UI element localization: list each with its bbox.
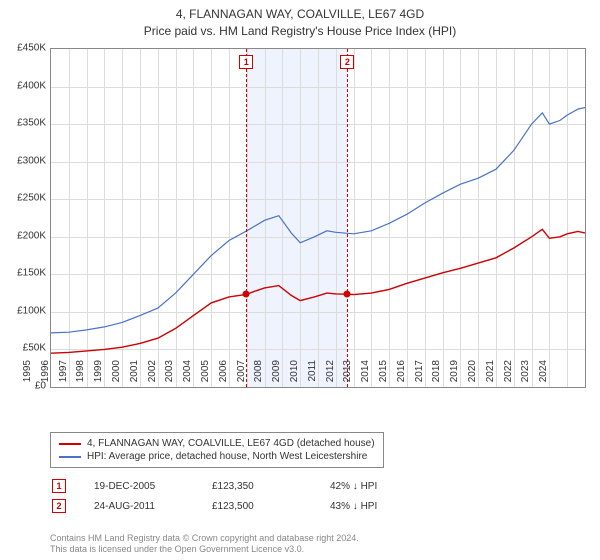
x-tick-label: 2018 (431, 360, 442, 392)
y-tick-label: £250K (2, 193, 46, 204)
series-line-hpi (51, 108, 585, 333)
legend-row: 4, FLANNAGAN WAY, COALVILLE, LE67 4GD (d… (59, 437, 375, 450)
plot: 12 (50, 48, 586, 388)
x-tick-label: 2017 (414, 360, 425, 392)
legend-swatch (59, 456, 81, 458)
sale-price: £123,350 (212, 481, 302, 492)
y-tick-label: £50K (2, 343, 46, 354)
x-tick-label: 2016 (396, 360, 407, 392)
x-tick-label: 2010 (289, 360, 300, 392)
sale-row: 2 24-AUG-2011 £123,500 43% ↓ HPI (50, 496, 586, 516)
y-tick-label: £300K (2, 155, 46, 166)
sale-vline (246, 49, 247, 387)
x-tick-label: 2008 (253, 360, 264, 392)
sale-date: 24-AUG-2011 (94, 501, 184, 512)
x-tick-label: 2001 (129, 360, 140, 392)
footer-line2: This data is licensed under the Open Gov… (50, 544, 359, 556)
x-tick-label: 2006 (218, 360, 229, 392)
legend-box: 4, FLANNAGAN WAY, COALVILLE, LE67 4GD (d… (50, 432, 384, 468)
x-tick-label: 2022 (503, 360, 514, 392)
sale-vline (347, 49, 348, 387)
legend-label: 4, FLANNAGAN WAY, COALVILLE, LE67 4GD (d… (87, 438, 375, 449)
sale-date: 19-DEC-2005 (94, 481, 184, 492)
x-tick-label: 2014 (360, 360, 371, 392)
footer: Contains HM Land Registry data © Crown c… (50, 533, 359, 556)
chart-area: 12 £0£50K£100K£150K£200K£250K£300K£350K£… (50, 48, 586, 388)
x-tick-label: 2000 (111, 360, 122, 392)
sale-row-marker: 1 (52, 479, 66, 493)
legend-label: HPI: Average price, detached house, Nort… (87, 451, 367, 462)
sale-marker-box: 1 (239, 55, 253, 69)
line-svg (51, 49, 585, 387)
x-tick-label: 1995 (22, 360, 33, 392)
x-tick-label: 2012 (325, 360, 336, 392)
x-tick-label: 2004 (182, 360, 193, 392)
y-tick-label: £400K (2, 80, 46, 91)
y-tick-label: £350K (2, 118, 46, 129)
sale-price: £123,500 (212, 501, 302, 512)
series-line-property (51, 229, 585, 353)
title-line2: Price paid vs. HM Land Registry's House … (0, 23, 600, 40)
x-tick-label: 1999 (93, 360, 104, 392)
legend-swatch (59, 443, 81, 445)
sale-delta: 43% ↓ HPI (330, 501, 420, 512)
y-tick-label: £450K (2, 43, 46, 54)
chart-container: 4, FLANNAGAN WAY, COALVILLE, LE67 4GD Pr… (0, 0, 600, 560)
x-tick-label: 2009 (271, 360, 282, 392)
legend-area: 4, FLANNAGAN WAY, COALVILLE, LE67 4GD (d… (50, 432, 586, 516)
sale-row-marker: 2 (52, 499, 66, 513)
sale-dot (344, 291, 351, 298)
sale-marker-box: 2 (340, 55, 354, 69)
sale-row: 1 19-DEC-2005 £123,350 42% ↓ HPI (50, 476, 586, 496)
x-tick-label: 1998 (75, 360, 86, 392)
x-tick-label: 2011 (307, 360, 318, 392)
x-tick-label: 2003 (164, 360, 175, 392)
x-tick-label: 1997 (58, 360, 69, 392)
footer-line1: Contains HM Land Registry data © Crown c… (50, 533, 359, 545)
x-tick-label: 2013 (342, 360, 353, 392)
x-tick-label: 2024 (538, 360, 549, 392)
y-tick-label: £100K (2, 305, 46, 316)
legend-row: HPI: Average price, detached house, Nort… (59, 450, 375, 463)
x-tick-label: 2021 (485, 360, 496, 392)
x-tick-label: 2007 (236, 360, 247, 392)
y-tick-label: £150K (2, 268, 46, 279)
title-block: 4, FLANNAGAN WAY, COALVILLE, LE67 4GD Pr… (0, 0, 600, 40)
x-tick-label: 2002 (147, 360, 158, 392)
x-tick-label: 2020 (467, 360, 478, 392)
sale-rows: 1 19-DEC-2005 £123,350 42% ↓ HPI 2 24-AUG-201… (50, 476, 586, 516)
x-tick-label: 2023 (520, 360, 531, 392)
x-tick-label: 2015 (378, 360, 389, 392)
x-tick-label: 2019 (449, 360, 460, 392)
x-tick-label: 2005 (200, 360, 211, 392)
x-tick-label: 1996 (40, 360, 51, 392)
y-tick-label: £200K (2, 230, 46, 241)
sale-delta: 42% ↓ HPI (330, 481, 420, 492)
sale-dot (243, 291, 250, 298)
title-line1: 4, FLANNAGAN WAY, COALVILLE, LE67 4GD (0, 6, 600, 23)
